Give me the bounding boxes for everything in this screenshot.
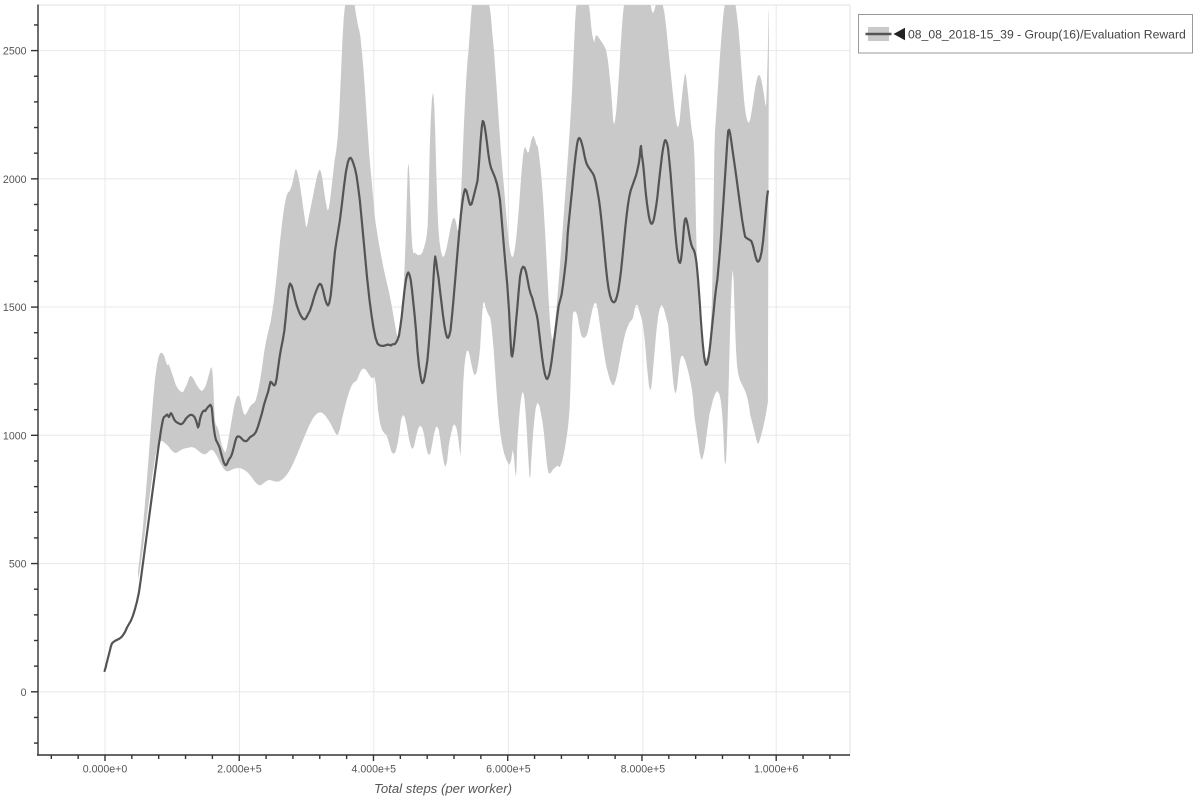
svg-text:Total steps (per worker): Total steps (per worker) [374, 781, 512, 796]
svg-text:2.000e+5: 2.000e+5 [217, 764, 262, 776]
svg-text:08_08_2018-15_39 - Group(16)/E: 08_08_2018-15_39 - Group(16)/Evaluation … [908, 28, 1186, 42]
svg-text:1.000e+6: 1.000e+6 [754, 764, 799, 776]
svg-text:4.000e+5: 4.000e+5 [352, 764, 397, 776]
svg-text:6.000e+5: 6.000e+5 [486, 764, 531, 776]
svg-text:500: 500 [9, 559, 27, 571]
svg-text:2000: 2000 [3, 174, 27, 186]
svg-text:0: 0 [21, 687, 27, 699]
svg-text:0.000e+0: 0.000e+0 [83, 764, 128, 776]
svg-text:1000: 1000 [3, 430, 27, 442]
svg-text:1500: 1500 [3, 302, 27, 314]
svg-text:2500: 2500 [3, 46, 27, 58]
svg-text:8.000e+5: 8.000e+5 [621, 764, 666, 776]
